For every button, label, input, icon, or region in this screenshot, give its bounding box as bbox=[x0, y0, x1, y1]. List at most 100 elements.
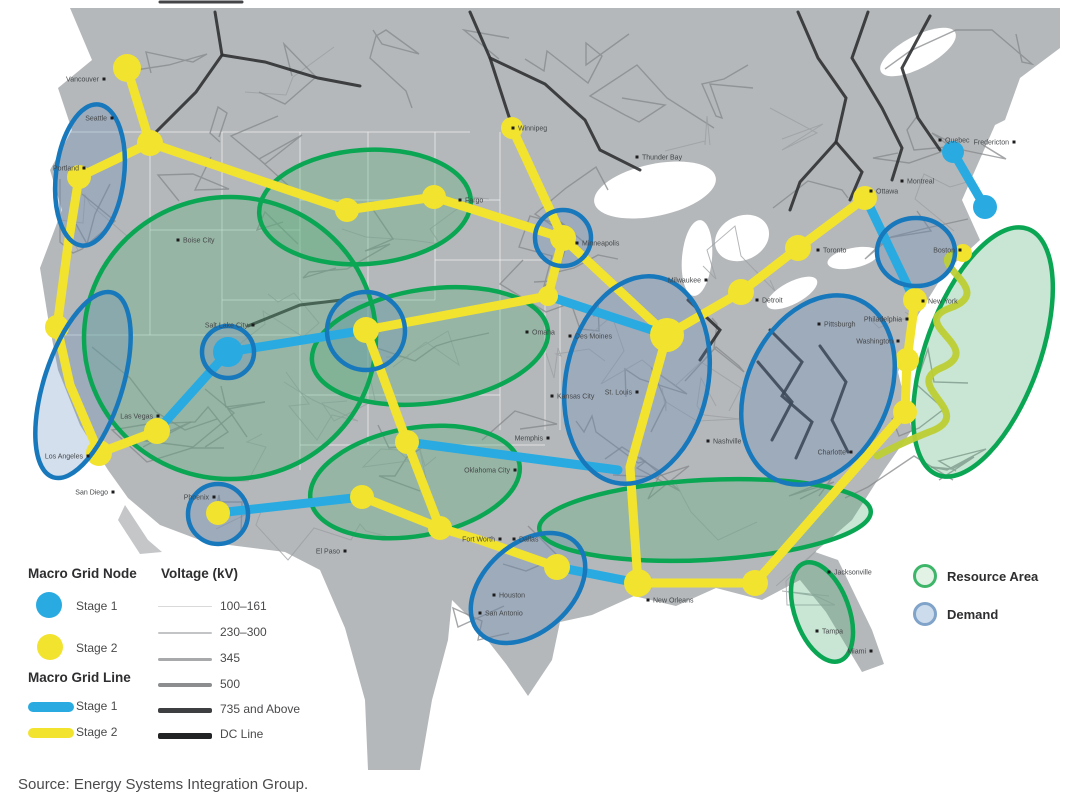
landmass-layer bbox=[40, 8, 1060, 770]
transmission-line bbox=[209, 105, 228, 143]
transmission-line bbox=[220, 385, 266, 438]
city-label: Des Moines bbox=[575, 334, 612, 341]
city-dot bbox=[869, 189, 873, 193]
city-label: Milwaukee bbox=[668, 278, 701, 285]
city-dot bbox=[900, 179, 904, 183]
legend-node-title: Macro Grid Node bbox=[28, 566, 137, 581]
macro-grid-line-stage2 bbox=[435, 523, 562, 572]
source-caption: Source: Energy Systems Integration Group… bbox=[18, 776, 309, 793]
gulf-st-lawrence bbox=[880, 27, 956, 77]
offshore-wind-line bbox=[873, 248, 971, 460]
voltage-swatch-100-161 bbox=[158, 606, 212, 607]
lake-ontario bbox=[827, 246, 879, 270]
voltage-label: 100–161 bbox=[220, 599, 267, 613]
voltage-label: 735 and Above bbox=[220, 702, 301, 716]
city-dot bbox=[921, 299, 925, 303]
stage1-node-label: Stage 1 bbox=[76, 599, 118, 613]
macro-grid-line-stage1 bbox=[863, 198, 918, 302]
resource-area-outline bbox=[309, 284, 551, 408]
transmission-line bbox=[226, 292, 320, 355]
macro-grid-node-stage2 bbox=[742, 570, 768, 596]
city-dot bbox=[458, 198, 462, 202]
macro-grid-node-stage2 bbox=[624, 569, 652, 597]
transmission-line bbox=[545, 347, 606, 379]
stage2-node-label: Stage 2 bbox=[76, 641, 118, 655]
city-label: Boston bbox=[933, 248, 955, 255]
city-dot bbox=[755, 298, 759, 302]
city-dot bbox=[896, 339, 900, 343]
resource-area-swatch bbox=[913, 564, 937, 588]
city-label: Charlotte bbox=[818, 450, 847, 457]
lake-erie bbox=[766, 276, 818, 310]
macro-grid-node-stage2 bbox=[67, 165, 91, 189]
transmission-line bbox=[930, 448, 987, 481]
city-label: Oklahoma City bbox=[464, 468, 510, 475]
city-dot bbox=[816, 248, 820, 252]
city-label: Fort Worth bbox=[462, 537, 495, 544]
stage1-line-swatch bbox=[28, 702, 74, 712]
city-dot bbox=[102, 77, 106, 81]
macro-grid-node-stage2 bbox=[538, 286, 558, 306]
city-dot bbox=[478, 611, 482, 615]
city-dot bbox=[546, 436, 550, 440]
city-label: Vancouver bbox=[66, 77, 100, 84]
city-label: Quebec bbox=[945, 138, 970, 145]
city-dot bbox=[111, 490, 115, 494]
city-dot bbox=[550, 394, 554, 398]
voltage-label: DC Line bbox=[220, 727, 264, 741]
city-label: Kansas City bbox=[557, 394, 595, 401]
macro-grid-line-stage1 bbox=[402, 437, 623, 475]
macro-grid-line-stage2 bbox=[793, 193, 870, 253]
voltage-label: 500 bbox=[220, 677, 241, 691]
legend-macro-grid: Macro Grid Node Stage 1 Stage 2 Macro Gr… bbox=[28, 560, 338, 760]
stage2-line-swatch bbox=[28, 728, 74, 738]
macro-grid-nodes-layer bbox=[45, 54, 997, 597]
city-label: Nashville bbox=[713, 439, 742, 446]
macro-grid-line-stage2 bbox=[507, 123, 568, 243]
city-label: Ottawa bbox=[876, 189, 898, 196]
demand-area-outline bbox=[52, 102, 128, 248]
city-label: Seattle bbox=[85, 116, 107, 123]
city-label: Philadelphia bbox=[864, 317, 902, 324]
transmission-line bbox=[872, 114, 961, 164]
transmission-line bbox=[772, 180, 849, 209]
stage2-line-label: Stage 2 bbox=[76, 725, 118, 739]
hv-dc-line bbox=[850, 10, 904, 182]
transmission-line bbox=[244, 46, 335, 96]
transmission-line bbox=[128, 51, 208, 74]
city-dot bbox=[568, 334, 572, 338]
macro-grid-line-stage2 bbox=[361, 325, 412, 447]
resource-area-fill bbox=[791, 562, 853, 662]
transmission-line bbox=[684, 317, 745, 382]
macro-grid-node-stage2 bbox=[395, 430, 419, 454]
macro-grid-line-stage2 bbox=[429, 192, 568, 243]
demand-area-outline bbox=[33, 289, 133, 481]
macro-grid-node-stage2 bbox=[550, 225, 576, 251]
city-dot bbox=[156, 414, 160, 418]
demand-area-outline bbox=[199, 323, 257, 381]
demand-area-outline bbox=[185, 481, 251, 547]
macro-grid-line-stage2 bbox=[52, 172, 84, 332]
macro-grid-line-stage2 bbox=[52, 322, 104, 458]
city-label: Thunder Bay bbox=[642, 155, 683, 162]
city-label: Phoenix bbox=[184, 495, 210, 502]
city-dot bbox=[575, 241, 579, 245]
stage2-node-swatch bbox=[37, 634, 63, 660]
city-dot bbox=[938, 138, 942, 142]
city-dot bbox=[110, 116, 114, 120]
hv-dc-line bbox=[768, 328, 814, 460]
city-label: Dallas bbox=[519, 537, 539, 544]
transmission-line bbox=[524, 33, 630, 85]
city-label: Fredericton bbox=[974, 140, 1010, 147]
city-dot bbox=[646, 598, 650, 602]
city-label: Los Angeles bbox=[45, 454, 84, 461]
transmission-line bbox=[377, 424, 429, 492]
macro-grid-node-stage2 bbox=[144, 418, 170, 444]
city-label: Toronto bbox=[823, 248, 846, 255]
city-label: Miami bbox=[847, 649, 866, 656]
macro-grid-node-stage2 bbox=[895, 348, 919, 372]
stage1-line-label: Stage 1 bbox=[76, 699, 118, 713]
city-label: Tampa bbox=[822, 629, 843, 636]
